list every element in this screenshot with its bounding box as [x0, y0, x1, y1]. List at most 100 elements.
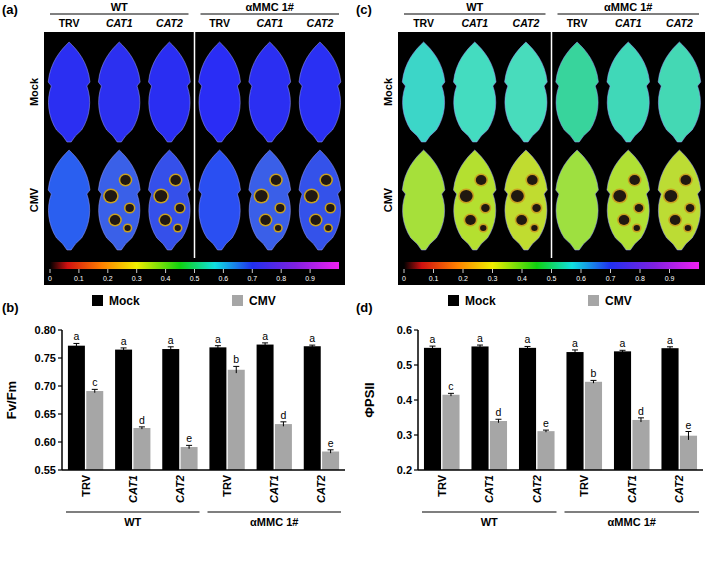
bar — [228, 370, 245, 470]
lesion — [155, 190, 168, 202]
colorbar-tick-label: 0.6 — [219, 275, 229, 282]
lesion-rim — [628, 174, 642, 187]
lesion-rim — [474, 174, 488, 187]
lesion — [629, 175, 640, 185]
y-axis — [417, 330, 419, 470]
bar — [566, 352, 583, 470]
colorbar-tick-label: 0.5 — [190, 275, 200, 282]
colorbar-tick — [107, 269, 108, 273]
bar — [632, 420, 649, 470]
error-bar — [309, 345, 315, 347]
lesion — [460, 190, 473, 202]
error-bar — [328, 450, 334, 453]
group-line — [50, 14, 189, 15]
colorbar-tick-label: 0.9 — [305, 275, 315, 282]
colorbar-tick-label: 0.5 — [547, 275, 557, 282]
lesion — [124, 225, 130, 231]
divider — [194, 32, 196, 258]
lesion-rim — [259, 214, 273, 227]
panel-label: (a) — [2, 2, 18, 17]
colorbar-tick-label: 0.3 — [488, 275, 498, 282]
error-bar — [186, 445, 192, 448]
figure: (a)WTαMMC 1#TRVCAT1CAT2TRVCAT1CAT2MockCM… — [0, 0, 709, 561]
lesion-rim — [273, 224, 282, 233]
leaf-group — [453, 150, 496, 250]
x-tick-label: TRV — [80, 474, 92, 496]
letter-label: a — [430, 333, 436, 345]
column-label: TRV — [567, 17, 588, 29]
lesion-rim — [103, 189, 119, 204]
lesion — [105, 190, 118, 202]
leaf-group — [98, 42, 140, 142]
leaf — [556, 150, 599, 250]
colorbar-tick-label: 0 — [402, 275, 406, 282]
leaf — [149, 150, 191, 250]
leaf — [249, 150, 291, 250]
colorbar-tick — [581, 269, 582, 273]
error-bar — [168, 347, 174, 351]
plot-area — [424, 345, 697, 470]
group-label: WT — [481, 516, 498, 528]
error-bar — [92, 389, 98, 392]
colorbar-tick-label: 0.4 — [517, 275, 527, 282]
colorbar-tick — [50, 269, 51, 273]
colorbar-tick-label: 0.1 — [429, 275, 439, 282]
lesion-rim — [274, 203, 285, 214]
lesion — [275, 225, 281, 231]
colorbar-tick-label: 0.1 — [74, 275, 84, 282]
colorbar-tick — [194, 269, 195, 273]
leaf-group — [249, 42, 291, 142]
x-tick-label: CAT1 — [268, 475, 280, 503]
leaf-group — [607, 150, 650, 250]
y-tick-label: 0.80 — [35, 324, 56, 336]
leaf — [658, 42, 701, 142]
colorbar-tick-label: 0.7 — [247, 275, 257, 282]
group-label: αMMC 1# — [246, 1, 294, 13]
lesion — [255, 190, 268, 202]
letter-label: b — [233, 353, 239, 365]
colorbar-tick-label: 0.7 — [606, 275, 616, 282]
colorbar-tick — [310, 269, 311, 273]
group-label: αMMC 1# — [608, 516, 656, 528]
column-label: TRV — [209, 17, 230, 29]
legend-swatch — [232, 295, 243, 306]
letter-label: e — [186, 432, 192, 444]
column-label: CAT1 — [615, 17, 642, 29]
lesion — [532, 204, 541, 212]
bar — [304, 346, 321, 470]
bar — [537, 431, 554, 470]
lesion-rim — [478, 224, 488, 233]
letter-label: a — [121, 335, 127, 347]
group-line — [422, 511, 557, 512]
group-label: WT — [466, 1, 483, 13]
lesion-rim — [119, 174, 133, 187]
lesion-rim — [324, 224, 333, 233]
x-tick-label: CAT2 — [673, 475, 685, 503]
y-tick-label: 0.60 — [35, 436, 56, 448]
error-bar — [448, 393, 454, 396]
lesion — [619, 215, 630, 225]
lesion — [680, 175, 691, 185]
error-bar — [233, 366, 239, 373]
leaf-group — [658, 150, 701, 250]
legend-swatch — [448, 295, 459, 306]
bar — [585, 382, 602, 470]
leaf-group — [299, 42, 341, 142]
leaf-group — [556, 42, 599, 142]
colorbar-tick — [252, 269, 253, 273]
lesion-rim — [108, 214, 122, 227]
colorbar-tick-label: 0.2 — [103, 275, 113, 282]
lesion — [613, 190, 626, 202]
lesion-rim — [632, 224, 642, 233]
letter-label: a — [620, 337, 626, 349]
leaf — [402, 42, 445, 142]
lesion — [664, 190, 677, 202]
letter-label: b — [591, 367, 597, 379]
lesion — [527, 175, 538, 185]
lesion — [160, 215, 170, 225]
bar — [115, 350, 132, 470]
bar — [181, 447, 198, 470]
column-label: CAT2 — [156, 17, 183, 29]
lesion — [326, 204, 334, 212]
lesion-rim — [683, 224, 693, 233]
